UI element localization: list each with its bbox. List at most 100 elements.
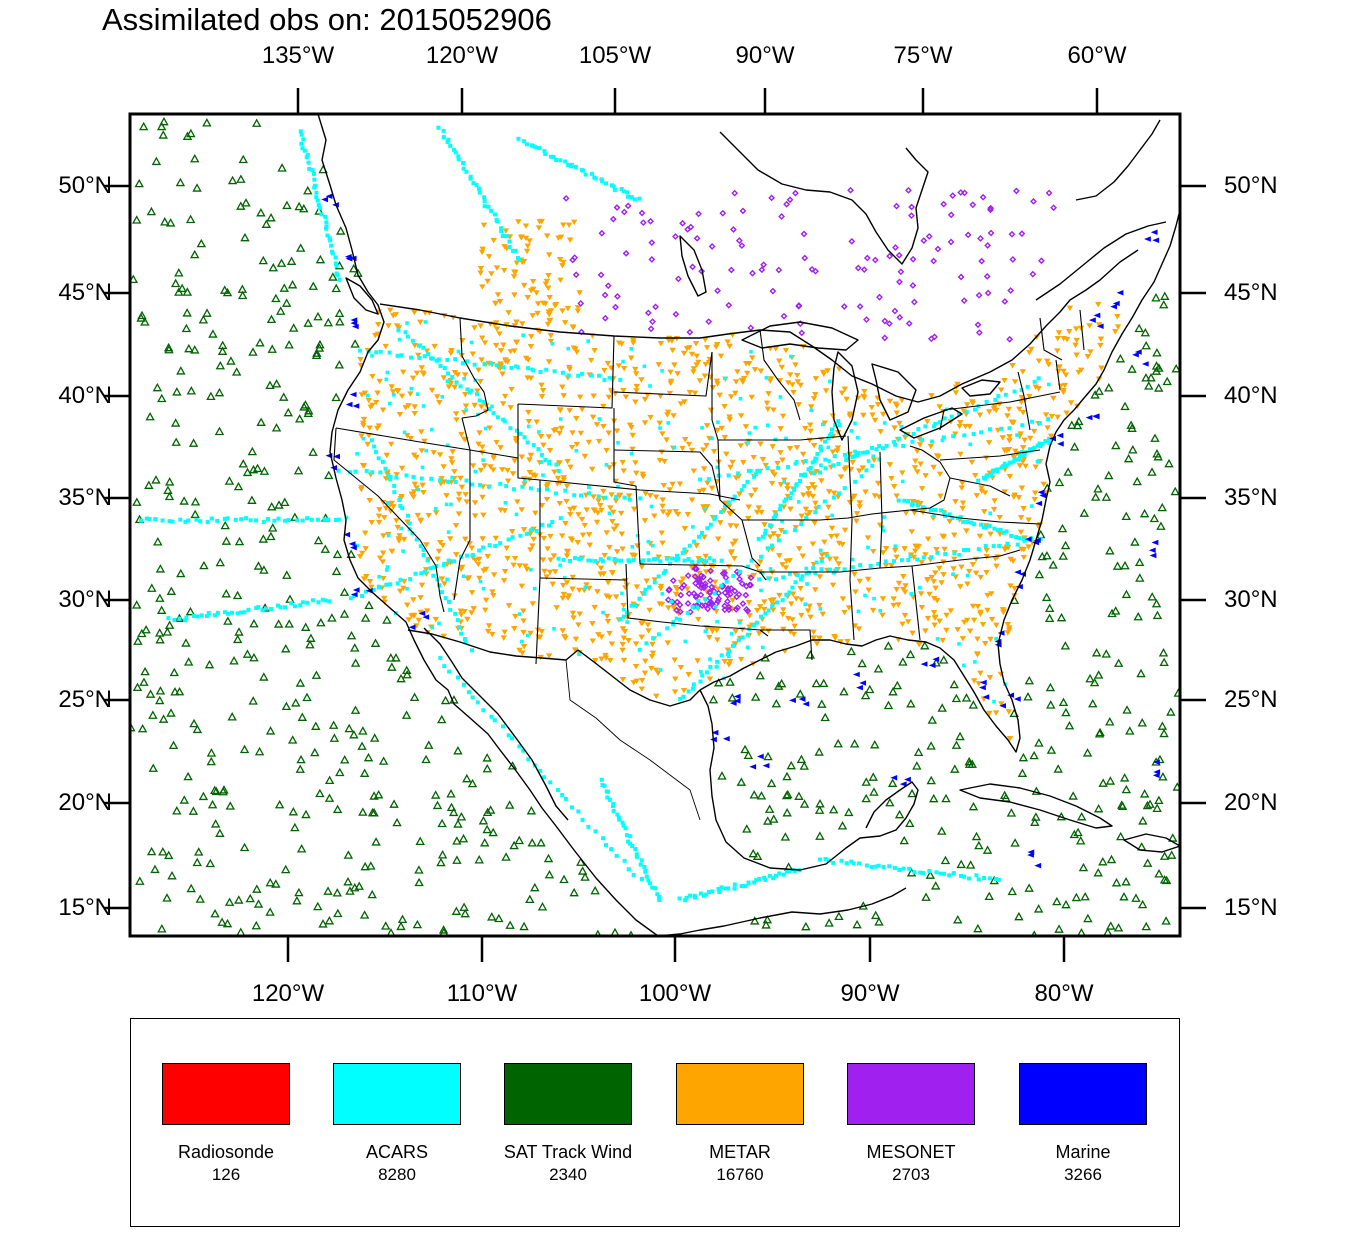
acars-marker [730, 643, 735, 648]
marine-marker [899, 781, 907, 787]
sat-track-wind-marker [448, 807, 459, 817]
sat-track-wind-marker [156, 605, 167, 614]
marine-marker [856, 684, 863, 691]
sat-track-wind-marker [311, 350, 322, 360]
metar-marker [560, 475, 568, 481]
acars-marker [736, 471, 741, 476]
metar-marker [423, 542, 430, 548]
acars-marker [1040, 441, 1045, 446]
metar-marker [725, 662, 733, 668]
metar-marker [726, 417, 734, 423]
sat-track-wind-marker [1060, 540, 1071, 550]
metar-marker [974, 652, 981, 658]
sat-track-wind-marker [833, 738, 843, 748]
sat-track-wind-marker [1044, 613, 1055, 623]
sat-track-wind-marker [175, 177, 186, 187]
acars-marker [348, 596, 353, 601]
metar-marker [358, 433, 365, 439]
sat-track-wind-marker [1088, 698, 1098, 708]
metar-marker [790, 631, 798, 638]
acars-marker [558, 516, 563, 521]
metar-marker [1021, 437, 1028, 444]
metar-marker [382, 505, 390, 512]
metar-marker [375, 423, 383, 429]
acars-marker [932, 424, 937, 429]
metar-marker [744, 370, 751, 377]
metar-marker [670, 604, 677, 611]
metar-marker [1098, 365, 1105, 371]
acars-marker [899, 424, 904, 429]
metar-marker [651, 513, 658, 519]
top-lon-label: 60°W [1067, 42, 1127, 69]
metar-marker [793, 445, 801, 451]
acars-marker [621, 614, 626, 619]
metar-marker [737, 656, 745, 663]
mesonet-marker [724, 592, 732, 599]
sat-track-wind-marker [185, 606, 196, 616]
acars-marker [556, 556, 561, 561]
acars-marker [935, 637, 940, 641]
metar-marker [503, 545, 510, 552]
acars-marker [542, 149, 547, 154]
metar-marker [786, 446, 794, 452]
acars-marker [774, 577, 779, 582]
sat-track-wind-marker [303, 408, 313, 418]
metar-marker [567, 464, 574, 471]
sat-track-wind-marker [259, 672, 269, 681]
metar-marker [514, 499, 521, 505]
acars-marker [910, 439, 915, 444]
sat-track-wind-marker [480, 837, 490, 847]
acars-marker [759, 588, 763, 593]
sat-track-wind-marker [185, 214, 196, 224]
acars-marker [194, 517, 199, 522]
sat-track-wind-marker [231, 367, 242, 376]
metar-marker [578, 406, 586, 413]
metar-marker [447, 536, 454, 542]
metar-marker [630, 506, 638, 513]
sat-track-wind-marker [401, 710, 412, 719]
metar-marker [606, 630, 613, 637]
legend-swatch [676, 1063, 804, 1125]
sat-track-wind-marker [208, 329, 218, 338]
sat-track-wind-marker [1007, 886, 1017, 896]
sat-track-wind-marker [505, 920, 515, 929]
acars-marker [820, 422, 825, 427]
acars-marker [612, 187, 617, 192]
metar-marker [382, 343, 389, 350]
acars-marker [757, 577, 762, 582]
acars-marker [665, 626, 670, 631]
metar-marker [545, 359, 553, 365]
metar-marker [415, 352, 422, 359]
metar-marker [574, 305, 582, 311]
mesonet-marker [871, 256, 879, 264]
metar-marker [828, 533, 835, 540]
sat-track-wind-marker [331, 283, 341, 293]
metar-marker [692, 341, 700, 347]
metar-marker [457, 608, 464, 614]
acars-marker [314, 190, 319, 195]
acars-marker [713, 604, 718, 609]
acars-marker [525, 440, 530, 445]
metar-marker [385, 323, 392, 329]
acars-marker [979, 522, 984, 527]
sat-track-wind-marker [805, 650, 816, 659]
sat-track-wind-marker [211, 786, 221, 796]
acars-marker [876, 863, 881, 868]
acars-marker [517, 612, 522, 616]
acars-marker [1046, 417, 1051, 422]
acars-marker [811, 566, 816, 571]
acars-marker [482, 195, 487, 200]
metar-marker [1006, 736, 1014, 742]
sat-track-wind-marker [186, 128, 196, 138]
metar-marker [812, 500, 819, 507]
sat-track-wind-marker [430, 790, 441, 799]
vancouver-island [345, 277, 379, 315]
metar-marker [411, 410, 418, 417]
metar-marker [523, 566, 531, 573]
sat-track-wind-marker [1080, 891, 1090, 901]
acars-marker [533, 145, 538, 150]
sat-track-wind-marker [857, 658, 867, 668]
sat-track-wind-marker [232, 634, 243, 644]
metar-marker [468, 590, 476, 596]
metar-marker [951, 556, 958, 563]
